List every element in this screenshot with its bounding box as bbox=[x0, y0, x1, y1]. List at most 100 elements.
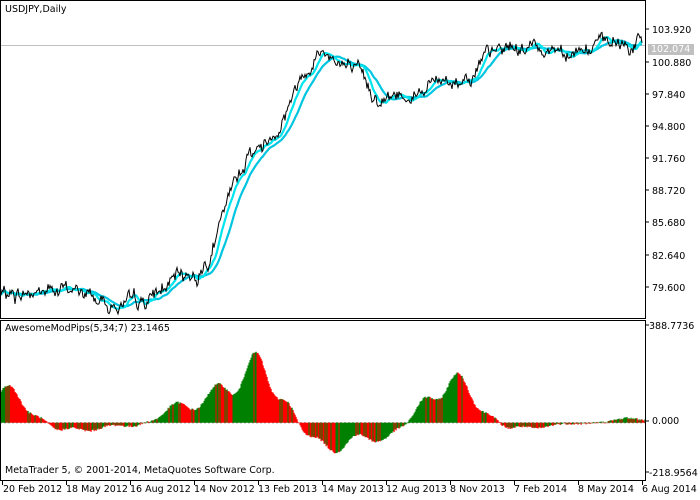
indicator-bar bbox=[540, 422, 542, 429]
indicator-bar bbox=[259, 356, 261, 423]
indicator-bar bbox=[615, 419, 617, 423]
indicator-bar bbox=[114, 422, 116, 427]
indicator-bar bbox=[640, 419, 642, 423]
indicator-bar bbox=[629, 418, 631, 423]
indicator-bar bbox=[110, 422, 112, 426]
indicator-bar bbox=[535, 422, 537, 428]
indicator-bar bbox=[78, 422, 80, 430]
indicator-bar bbox=[545, 422, 547, 427]
indicator-bar bbox=[379, 422, 381, 442]
indicator-bar bbox=[117, 422, 119, 426]
indicator-area[interactable] bbox=[0, 351, 646, 454]
indicator-bar bbox=[448, 383, 450, 423]
indicator-bar bbox=[437, 399, 439, 423]
indicator-bar bbox=[585, 422, 587, 425]
indicator-bar bbox=[409, 418, 411, 423]
indicator-bar bbox=[512, 422, 514, 428]
indicator-bar bbox=[580, 422, 582, 425]
indicator-bar bbox=[25, 410, 27, 423]
indicator-bar bbox=[10, 386, 12, 423]
indicator-bar bbox=[438, 398, 440, 423]
indicator-bar bbox=[639, 420, 641, 423]
indicator-bar bbox=[37, 415, 39, 423]
indicator-bar bbox=[583, 422, 585, 424]
indicator-bar bbox=[309, 422, 311, 437]
indicator-bar bbox=[50, 422, 52, 426]
indicator-bar bbox=[493, 417, 495, 423]
indicator-bar bbox=[387, 422, 389, 437]
indicator-bar bbox=[35, 415, 37, 423]
indicator-bar bbox=[476, 408, 478, 423]
indicator-tick: 0.000 bbox=[652, 416, 680, 427]
indicator-bar bbox=[502, 422, 504, 426]
indicator-bar bbox=[29, 412, 31, 423]
indicator-bar bbox=[534, 422, 536, 428]
indicator-bar bbox=[148, 422, 150, 423]
indicator-bar bbox=[466, 386, 468, 423]
indicator-bar bbox=[219, 383, 221, 423]
indicator-bar bbox=[149, 421, 151, 423]
indicator-bar bbox=[499, 422, 501, 424]
indicator-bar bbox=[442, 394, 444, 423]
indicator-bar bbox=[501, 422, 503, 426]
indicator-bar bbox=[174, 403, 176, 423]
indicator-bar bbox=[378, 422, 380, 441]
indicator-bar bbox=[510, 422, 512, 429]
indicator-bar bbox=[249, 360, 251, 423]
indicator-bar bbox=[371, 422, 373, 442]
indicator-bar bbox=[47, 422, 49, 424]
indicator-bar bbox=[134, 422, 136, 427]
indicator-bar bbox=[508, 422, 510, 428]
indicator-bar bbox=[52, 422, 54, 428]
indicator-bar bbox=[575, 422, 577, 425]
indicator-bar bbox=[241, 381, 243, 423]
indicator-bar bbox=[233, 393, 235, 423]
indicator-bar bbox=[541, 422, 543, 428]
indicator-bar bbox=[559, 422, 561, 426]
indicator-bar bbox=[511, 422, 513, 429]
indicator-bar bbox=[443, 393, 445, 423]
indicator-bar bbox=[242, 379, 244, 423]
indicator-bar bbox=[176, 401, 178, 423]
indicator-bar bbox=[530, 422, 532, 427]
indicator-bar bbox=[247, 365, 249, 423]
indicator-bar bbox=[170, 405, 172, 423]
indicator-bar bbox=[432, 399, 434, 423]
indicator-bar bbox=[393, 422, 395, 433]
indicator-bar bbox=[274, 395, 276, 423]
indicator-bar bbox=[122, 422, 124, 426]
indicator-bar bbox=[317, 422, 319, 438]
indicator-bar bbox=[120, 422, 122, 426]
indicator-bar bbox=[565, 422, 567, 425]
indicator-bar bbox=[429, 397, 431, 423]
price-chart-area[interactable] bbox=[0, 31, 645, 316]
indicator-bar bbox=[84, 422, 86, 432]
indicator-bar bbox=[634, 418, 636, 423]
indicator-bar bbox=[96, 422, 98, 430]
indicator-bar bbox=[564, 422, 566, 424]
indicator-bar bbox=[570, 422, 572, 425]
indicator-bar bbox=[362, 422, 364, 437]
indicator-bar bbox=[204, 398, 206, 423]
indicator-bar bbox=[361, 422, 363, 436]
indicator-bar bbox=[326, 422, 328, 446]
indicator-bar bbox=[619, 419, 621, 423]
indicator-bar bbox=[98, 422, 100, 430]
indicator-bar bbox=[529, 422, 531, 427]
indicator-bar bbox=[492, 415, 494, 423]
indicator-bar bbox=[159, 416, 161, 423]
indicator-bar bbox=[373, 422, 375, 442]
indicator-bar bbox=[135, 422, 137, 427]
indicator-bar bbox=[505, 422, 507, 428]
indicator-bar bbox=[79, 422, 81, 429]
indicator-bar bbox=[441, 397, 443, 423]
indicator-bar bbox=[551, 422, 553, 426]
indicator-bar bbox=[209, 391, 211, 423]
price-tick: 85.680 bbox=[652, 218, 686, 229]
indicator-bar bbox=[278, 399, 280, 423]
indicator-bar bbox=[277, 399, 279, 423]
indicator-bar bbox=[165, 410, 167, 423]
indicator-bar bbox=[294, 414, 296, 423]
indicator-bar bbox=[376, 422, 378, 442]
indicator-bar bbox=[189, 409, 191, 423]
